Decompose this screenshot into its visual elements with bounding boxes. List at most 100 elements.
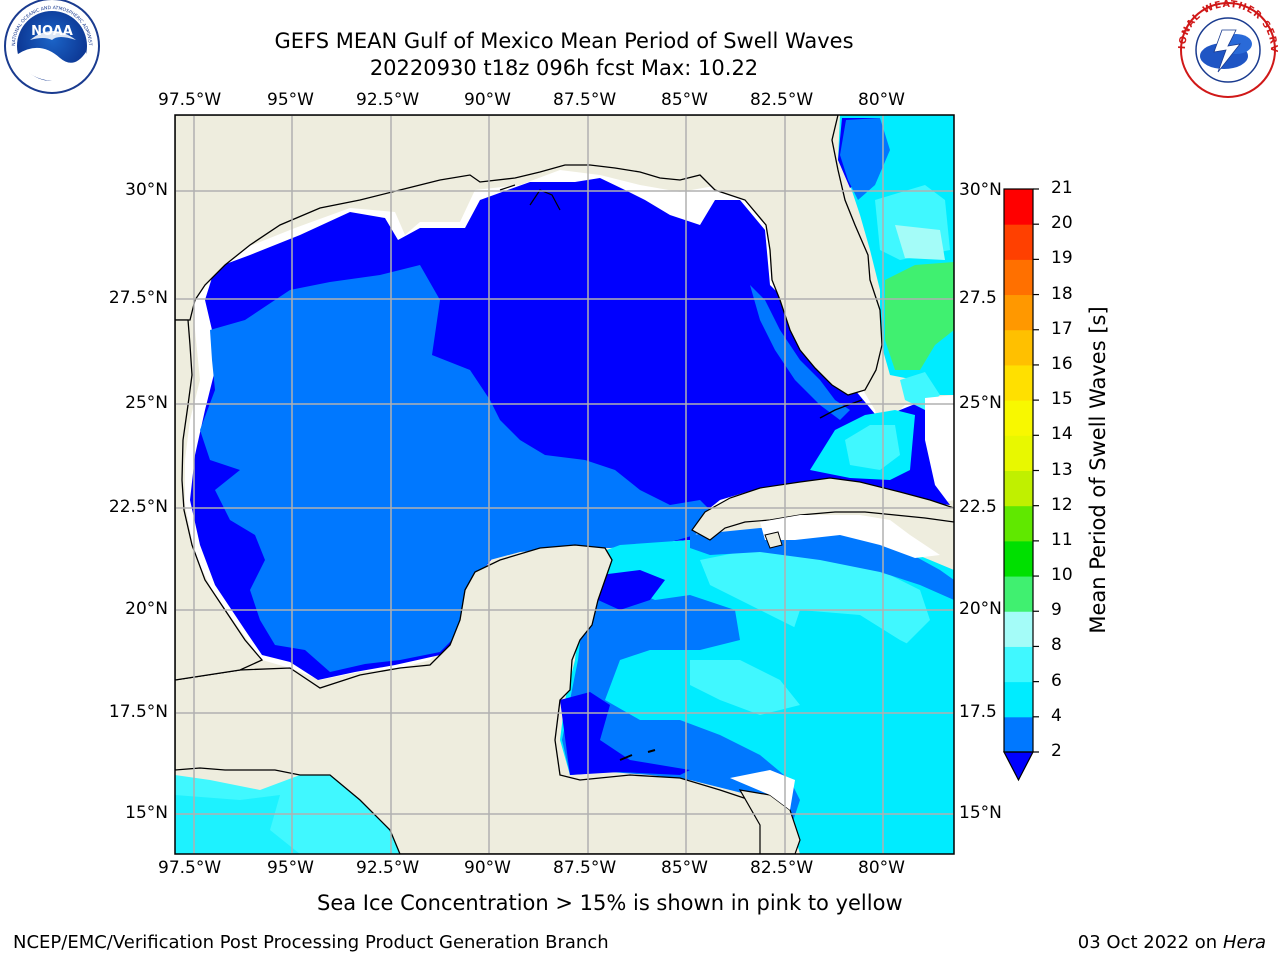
colorbar-bin <box>1004 470 1033 507</box>
lon-tick-top: 85°W <box>661 90 708 110</box>
map-frame <box>174 114 955 855</box>
colorbar-tick-label: 13 <box>1051 459 1073 480</box>
lon-tick-bottom: 97.5°W <box>158 858 222 878</box>
lat-tick-right: 15°N <box>959 803 1002 823</box>
colorbar-tick-label: 14 <box>1051 424 1073 445</box>
lon-tick-top: 80°W <box>858 90 905 110</box>
swell-2-4s-west-gulf <box>200 265 715 672</box>
swell-9-10s-atlantic <box>885 262 954 370</box>
colorbar-tick-label: 17 <box>1051 318 1073 339</box>
land-cuba-white-margin <box>760 515 940 558</box>
swell-2-4s-atlantic <box>840 118 890 200</box>
footer-host: Hera <box>1222 932 1266 953</box>
lon-tick-top: 97.5°W <box>158 90 222 110</box>
footer-credit: NCEP/EMC/Verification Post Processing Pr… <box>13 932 609 953</box>
swell-4-6s-pacific <box>175 795 300 854</box>
land-isla-juventud <box>764 531 783 549</box>
island-cayman <box>619 749 656 761</box>
colorbar-extend-min <box>1003 751 1034 782</box>
colorbar-tick-label: 11 <box>1051 529 1073 550</box>
colorbar-tick-label: 9 <box>1051 600 1062 621</box>
lat-tick-right: 17.5 <box>959 702 997 722</box>
colorbar-tick-label: 2 <box>1051 741 1062 761</box>
lon-tick-top: 95°W <box>267 90 314 110</box>
lat-tick-left: 17.5°N <box>108 702 168 722</box>
footer-date: 03 Oct 2022 on Hera <box>1078 932 1266 953</box>
colorbar-bin <box>1004 329 1033 366</box>
lat-tick-left: 22.5°N <box>108 497 168 517</box>
lat-tick-right: 20°N <box>959 599 1002 619</box>
lat-tick-left: 20°N <box>125 599 168 619</box>
lat-tick-left: 15°N <box>125 803 168 823</box>
colorbar-tick-label: 19 <box>1051 248 1073 269</box>
land-mexico-west <box>175 319 264 681</box>
colorbar-tick-label: 10 <box>1051 565 1073 586</box>
land-honduras-white <box>730 770 795 810</box>
land-bahamas-white <box>925 395 954 500</box>
colorbar-tick-label: 8 <box>1051 635 1062 656</box>
colorbar-bin <box>1004 611 1033 647</box>
colorbar-bin <box>1004 576 1033 612</box>
lon-tick-bottom: 80°W <box>858 858 905 878</box>
swell-under-2s-yucatan-channel <box>598 570 665 610</box>
colorbar-tick-label: 6 <box>1051 670 1062 691</box>
lon-tick-bottom: 87.5°W <box>553 858 617 878</box>
lon-tick-top: 87.5°W <box>553 90 617 110</box>
lat-tick-right: 22.5 <box>959 497 997 517</box>
mississippi-delta <box>499 184 561 211</box>
colorbar-bin <box>1004 646 1033 683</box>
sea-ice-note: Sea Ice Concentration > 15% is shown in … <box>317 891 903 915</box>
lat-tick-right: 30°N <box>959 180 1002 200</box>
colorbar-tick-label: 16 <box>1051 353 1073 374</box>
map-panel <box>174 114 955 855</box>
land-florida <box>175 115 883 396</box>
lon-tick-bottom: 90°W <box>464 858 511 878</box>
florida-keys <box>819 399 863 419</box>
colorbar-bin <box>1004 681 1033 718</box>
lat-tick-left: 27.5°N <box>108 288 168 308</box>
lat-tick-right: 27.5 <box>959 288 997 308</box>
lat-tick-left: 30°N <box>125 180 168 200</box>
colorbar-bin <box>1004 259 1033 296</box>
swell-6-8s-straits <box>845 425 900 470</box>
colorbar-bin <box>1004 505 1033 542</box>
swell-8-9s-atlantic <box>895 225 945 260</box>
colorbar-bin <box>1004 189 1033 225</box>
swell-4-6s-caribbean-band <box>780 610 940 725</box>
chart-title: GEFS MEAN Gulf of Mexico Mean Period of … <box>274 29 854 53</box>
colorbar <box>1003 188 1039 782</box>
colorbar-bin <box>1004 224 1033 260</box>
colorbar-label: Mean Period of Swell Waves [s] <box>1086 306 1110 634</box>
lat-tick-left: 25°N <box>125 393 168 413</box>
colorbar-tick-label: 4 <box>1051 705 1062 726</box>
land-cuba <box>691 477 954 541</box>
colorbar-tick-label: 12 <box>1051 494 1073 515</box>
colorbar-bin <box>1004 364 1033 401</box>
lat-tick-right: 25°N <box>959 393 1002 413</box>
nws-logo-ring-text: NATIONAL WEATHER SERVICE <box>0 0 1279 53</box>
colorbar-bin <box>1004 435 1033 471</box>
colorbar-bin <box>1004 294 1033 331</box>
map-gridlines <box>175 115 954 854</box>
lon-tick-bottom: 92.5°W <box>356 858 420 878</box>
swell-6-8s-caribbean-south <box>690 660 800 715</box>
lon-tick-top: 82.5°W <box>750 90 814 110</box>
colorbar-tick-label: 21 <box>1051 178 1073 198</box>
lon-tick-bottom: 85°W <box>661 858 708 878</box>
noaa-logo-text: NOAA <box>31 24 73 39</box>
noaa-logo: NOAA NATIONAL OCEANIC AND ATMOSPHERIC AD… <box>0 0 100 94</box>
nws-logo: NATIONAL WEATHER SERVICE <box>0 0 1279 98</box>
lon-tick-top: 90°W <box>464 90 511 110</box>
footer-date-text: 03 Oct 2022 on <box>1077 932 1223 953</box>
chart-subtitle: 20220930 t18z 096h fcst Max: 10.22 <box>369 56 759 80</box>
colorbar-bin <box>1004 716 1033 753</box>
lon-tick-top: 92.5°W <box>356 90 420 110</box>
colorbar-bin <box>1004 400 1033 436</box>
colorbar-tick-label: 18 <box>1051 283 1073 304</box>
colorbar-bin <box>1004 540 1033 577</box>
colorbar-tick-label: 15 <box>1051 389 1073 410</box>
lon-tick-bottom: 95°W <box>267 858 314 878</box>
colorbar-tick-label: 20 <box>1051 213 1073 234</box>
lon-tick-bottom: 82.5°W <box>750 858 814 878</box>
